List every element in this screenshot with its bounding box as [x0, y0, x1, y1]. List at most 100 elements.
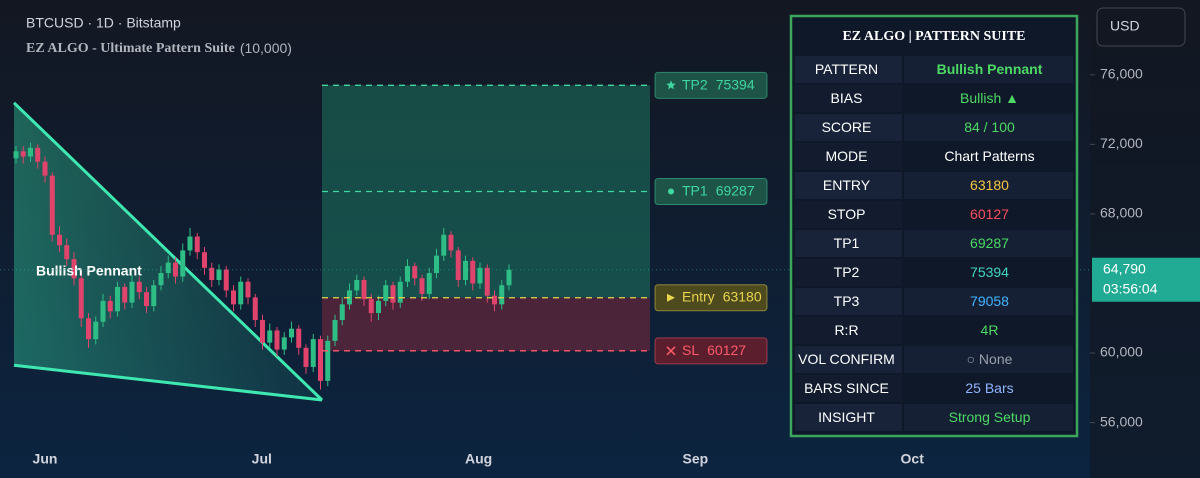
- candle-body: [303, 347, 309, 367]
- panel-value: Bullish Pennant: [937, 61, 1043, 77]
- candle-body: [20, 151, 26, 157]
- panel-value: 79058: [970, 293, 1009, 309]
- panel-key: MODE: [826, 148, 868, 164]
- panel-value-cell: [904, 375, 1073, 402]
- candle-body: [260, 320, 265, 343]
- candle-body: [57, 234, 62, 246]
- candle-body: [64, 245, 70, 260]
- level-value: 69287: [716, 182, 755, 198]
- panel-key: STOP: [828, 206, 866, 222]
- candle-body: [281, 337, 287, 350]
- candle-body: [499, 285, 505, 305]
- panel-value-cell: [904, 404, 1073, 431]
- panel-value-cell: [904, 56, 1073, 83]
- panel-key-cell: [795, 404, 902, 431]
- panel-key: SCORE: [822, 119, 872, 135]
- panel-key: ENTRY: [823, 177, 871, 193]
- candle-body: [484, 267, 490, 296]
- candle-body: [100, 300, 106, 322]
- candle-body: [107, 300, 113, 312]
- candle-body: [151, 285, 157, 307]
- panel-value: 4R: [981, 322, 999, 338]
- panel-value: Bullish ▲: [960, 90, 1019, 106]
- panel-key-cell: [795, 375, 902, 402]
- panel-value-cell: [904, 114, 1073, 141]
- panel-key-cell: [795, 288, 902, 315]
- panel-key: BARS SINCE: [804, 380, 889, 396]
- panel-value: 25 Bars: [965, 380, 1013, 396]
- currency: USD: [1110, 18, 1140, 34]
- candle-body: [397, 281, 403, 303]
- candle-body: [245, 281, 251, 298]
- current-price: 64,790: [1103, 260, 1146, 276]
- indicator-name: EZ ALGO - Ultimate Pattern Suite: [26, 41, 235, 56]
- level-label: TP1 69287: [682, 182, 755, 198]
- panel-key-cell: [795, 56, 902, 83]
- panel-key: R:R: [834, 322, 858, 338]
- x-tick-label: Aug: [465, 451, 492, 467]
- candle-body: [354, 280, 360, 291]
- symbol: BTCUSD · 1D · Bitstamp: [26, 15, 181, 31]
- target-zone: [322, 85, 650, 298]
- candle-body: [426, 273, 432, 294]
- candle-body: [93, 321, 99, 340]
- panel-value-cell: [904, 85, 1073, 112]
- panel-key: BIAS: [831, 90, 863, 106]
- candle-body: [390, 285, 396, 303]
- level-value: 63180: [723, 288, 762, 304]
- level-icon: [667, 293, 675, 302]
- panel-key-cell: [795, 259, 902, 286]
- level-name: TP1: [682, 182, 708, 198]
- candle-body: [238, 281, 244, 305]
- candle-body: [318, 339, 323, 381]
- price-axis-bg: [1090, 0, 1200, 478]
- level-label: Entry 63180: [682, 288, 762, 304]
- candle-body: [376, 300, 381, 314]
- y-tick-label: 60,000: [1100, 344, 1143, 360]
- candle-body: [441, 234, 447, 256]
- candle-body: [419, 278, 425, 294]
- panel-value-cell: [904, 143, 1073, 170]
- indicator-title: EZ ALGO - Ultimate Pattern Suite (10,000): [26, 40, 292, 57]
- level-value: 60127: [707, 342, 746, 358]
- candle-body: [492, 295, 497, 305]
- candle-body: [325, 340, 331, 381]
- panel-key-cell: [795, 230, 902, 257]
- panel-title: EZ ALGO | PATTERN SUITE: [842, 29, 1025, 44]
- candle-body: [231, 290, 236, 305]
- panel-key-cell: [795, 85, 902, 112]
- candle-body: [296, 328, 302, 348]
- currency-box[interactable]: [1096, 7, 1186, 47]
- candle-body: [194, 236, 200, 253]
- candle-body: [405, 266, 410, 282]
- panel-key: TP1: [834, 235, 860, 251]
- candle-body: [78, 278, 84, 319]
- current-price-box: [1092, 257, 1200, 302]
- candle-body: [115, 286, 120, 312]
- level-name: Entry: [682, 288, 715, 304]
- candle-body: [361, 280, 367, 300]
- candle-body: [455, 250, 461, 280]
- panel-key: TP2: [834, 264, 860, 280]
- candle-body: [477, 267, 483, 284]
- level-label: TP2 75394: [682, 76, 755, 92]
- candle-body: [49, 175, 55, 235]
- candle-body: [202, 252, 207, 268]
- candle-body: [129, 281, 135, 303]
- candle-body: [332, 320, 338, 341]
- candle-body: [144, 292, 149, 307]
- candle-body: [434, 255, 439, 274]
- candle-body: [122, 286, 128, 303]
- panel-key: VOL CONFIRM: [798, 351, 895, 367]
- indicator-param: (10,000): [240, 40, 292, 56]
- candle-body: [310, 339, 316, 367]
- candle-body: [267, 330, 273, 343]
- panel-value: 84 / 100: [964, 119, 1015, 135]
- candle-body: [209, 267, 215, 280]
- candle-body: [158, 273, 164, 286]
- candle-body: [86, 318, 91, 340]
- pattern-label: Bullish Pennant: [36, 263, 142, 279]
- level-label: SL 60127: [682, 342, 746, 358]
- level-label-box: [654, 178, 768, 206]
